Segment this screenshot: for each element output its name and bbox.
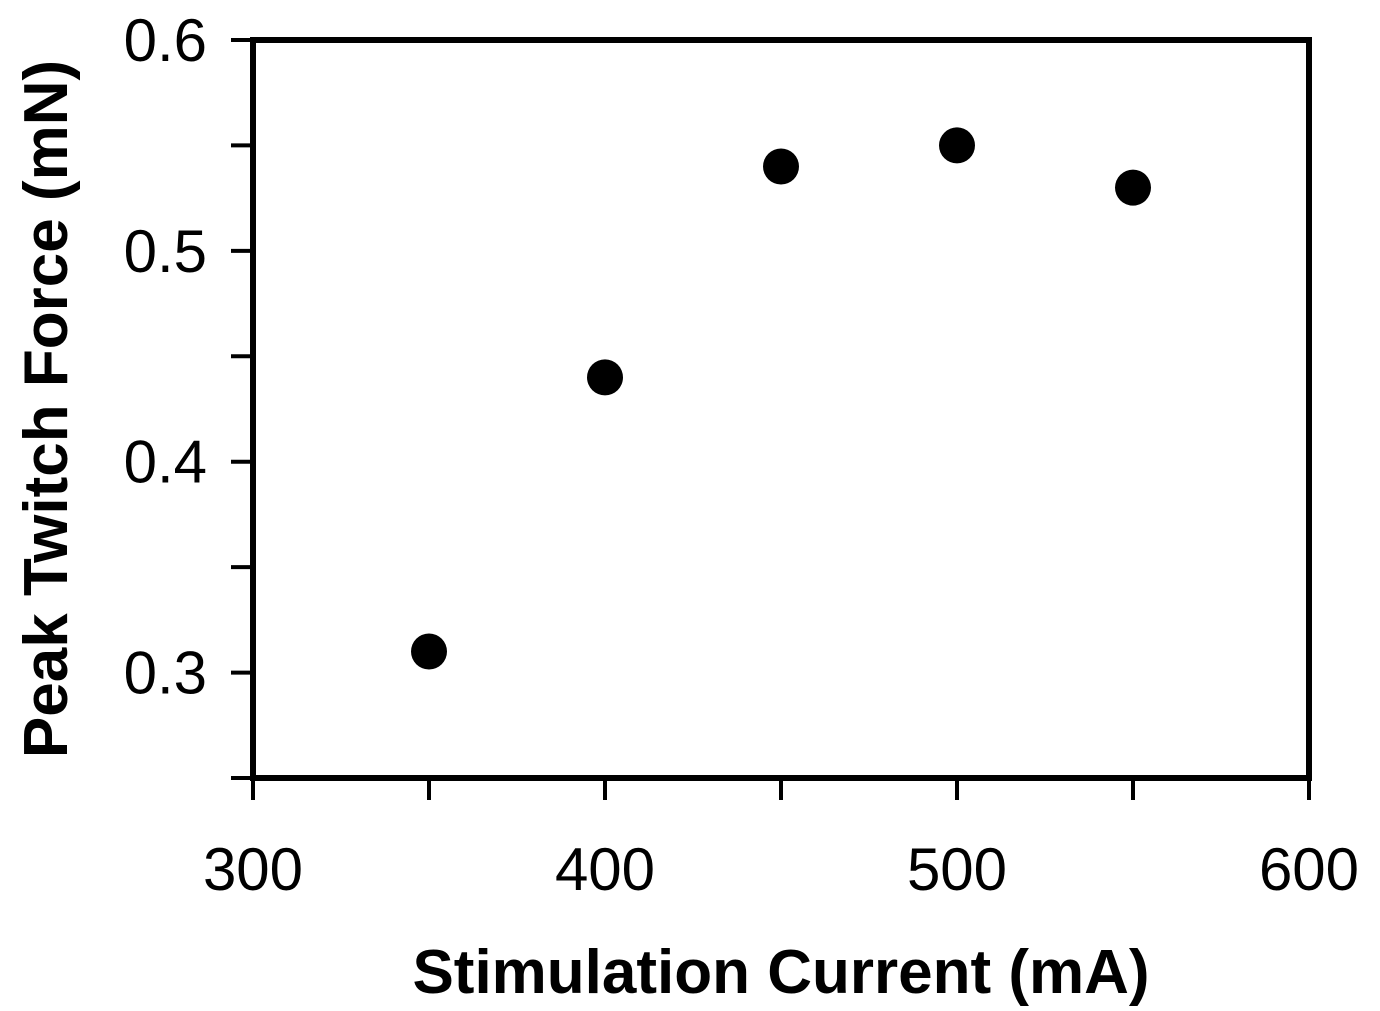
x-tick-label: 500 — [907, 836, 1007, 903]
y-axis-title: Peak Twitch Force (mN) — [12, 60, 81, 758]
axis-tick-labels: 300 400 500 600 0.3 0.4 0.5 0.6 — [124, 7, 1359, 903]
data-point — [587, 359, 623, 396]
y-tick-label: 0.3 — [124, 640, 207, 707]
data-point — [939, 127, 975, 164]
x-tick-label: 400 — [555, 836, 655, 903]
y-tick-label: 0.4 — [124, 429, 207, 496]
data-point — [763, 148, 799, 185]
y-tick-label: 0.5 — [124, 218, 207, 285]
data-point — [411, 633, 447, 670]
data-point — [1115, 169, 1151, 206]
y-tick-label: 0.6 — [124, 7, 207, 74]
axis-ticks — [231, 38, 1311, 800]
x-tick-label: 600 — [1259, 836, 1359, 903]
data-points — [411, 127, 1151, 670]
x-axis-title: Stimulation Current (mA) — [412, 938, 1149, 1007]
x-tick-label: 300 — [203, 836, 303, 903]
